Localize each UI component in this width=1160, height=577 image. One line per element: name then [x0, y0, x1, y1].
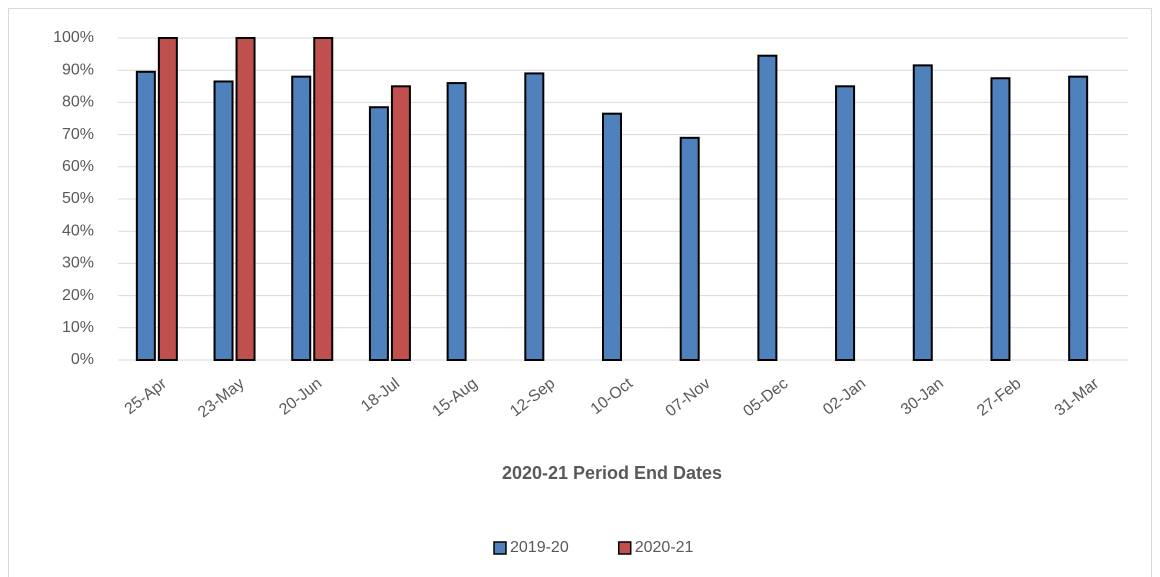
x-tick-label: 30-Jan: [898, 375, 947, 419]
bar: [135, 70, 156, 361]
y-tick-label: 80%: [62, 94, 94, 111]
legend-label: 2019-20: [510, 539, 569, 556]
y-tick-label: 70%: [62, 126, 94, 143]
y-tick-label: 60%: [62, 158, 94, 175]
x-tick-label: 18-Jul: [358, 375, 403, 415]
bar: [446, 82, 467, 362]
bar: [990, 77, 1011, 361]
bar: [757, 54, 778, 362]
y-tick-label: 100%: [53, 29, 94, 46]
y-tick-label: 10%: [62, 319, 94, 336]
x-tick-label: 27-Feb: [974, 375, 1025, 420]
x-tick-label: 05-Dec: [740, 375, 791, 420]
bar: [157, 37, 178, 361]
y-tick-label: 90%: [62, 61, 94, 78]
x-tick-label: 25-Apr: [122, 375, 171, 418]
x-tick-label: 20-Jun: [276, 375, 325, 419]
legend-label: 2020-21: [635, 539, 694, 556]
bar: [390, 85, 411, 362]
bar: [524, 72, 545, 361]
y-tick-label: 20%: [62, 287, 94, 304]
y-tick-label: 30%: [62, 255, 94, 272]
x-tick-label: 15-Aug: [430, 375, 481, 420]
bar: [912, 64, 933, 362]
x-tick-label: 02-Jan: [820, 375, 869, 419]
bar: [313, 37, 334, 361]
y-tick-label: 0%: [71, 351, 94, 368]
x-tick-label: 31-Mar: [1052, 375, 1103, 420]
bar: [835, 85, 856, 362]
y-tick-label: 50%: [62, 190, 94, 207]
legend-swatch: [617, 541, 632, 555]
chart-border: [8, 8, 1152, 577]
bar: [368, 106, 389, 362]
x-tick-label: 07-Nov: [663, 375, 714, 420]
bar: [679, 136, 700, 361]
x-tick-label: 12-Sep: [507, 375, 558, 420]
x-tick-label: 23-May: [195, 375, 248, 421]
bar: [1068, 75, 1089, 361]
x-axis-title: 2020-21 Period End Dates: [502, 463, 722, 483]
bar: [213, 80, 234, 361]
x-tick-label: 10-Oct: [588, 375, 637, 418]
legend-swatch: [493, 541, 507, 555]
bar: [602, 112, 622, 361]
bar: [235, 37, 256, 361]
y-tick-label: 40%: [62, 222, 94, 239]
bar: [291, 75, 312, 361]
